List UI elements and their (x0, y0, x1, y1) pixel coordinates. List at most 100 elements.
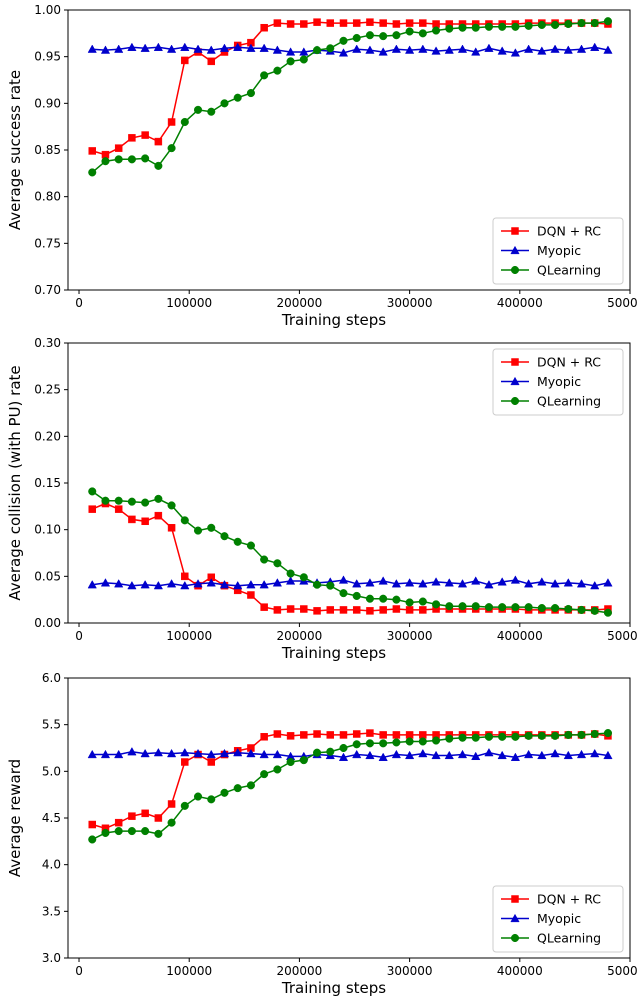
data-point (432, 26, 441, 35)
data-point (180, 801, 189, 810)
data-point (154, 494, 163, 503)
data-point (114, 818, 123, 827)
data-point (444, 578, 454, 587)
y-tick-label: 5.5 (42, 718, 61, 732)
data-point (484, 747, 494, 757)
y-tick-label: 4.0 (42, 858, 61, 872)
data-point (484, 22, 493, 31)
data-point (563, 750, 573, 760)
data-point (444, 750, 454, 760)
data-point (365, 578, 375, 587)
data-point (392, 595, 401, 604)
y-axis-label: Average collision (with PU) rate (6, 365, 24, 600)
data-point (167, 118, 176, 126)
data-point (339, 743, 348, 753)
series-line (92, 750, 609, 759)
data-point (101, 157, 110, 166)
data-point (405, 27, 414, 36)
x-tick-label: 300000 (387, 296, 433, 310)
data-point (576, 44, 587, 53)
data-point (379, 594, 388, 603)
data-point (366, 18, 374, 26)
data-point (339, 36, 348, 45)
data-point (365, 31, 374, 40)
data-point (140, 580, 150, 589)
data-point (246, 748, 256, 758)
series-line (91, 502, 609, 612)
data-point (378, 47, 388, 56)
legend-entry: Myopic (501, 374, 581, 389)
data-point (100, 749, 111, 759)
data-point (246, 89, 255, 98)
data-point (272, 45, 282, 54)
data-point (300, 731, 308, 739)
data-point (379, 731, 387, 739)
data-point (167, 501, 176, 510)
series-qlearning (88, 487, 613, 617)
data-point (141, 154, 150, 163)
data-point (352, 591, 361, 600)
data-point (564, 604, 573, 614)
legend-label: QLearning (537, 931, 601, 946)
data-point (511, 603, 520, 612)
data-point (379, 606, 387, 614)
data-point (207, 795, 216, 804)
data-point (352, 730, 361, 738)
data-point (338, 752, 349, 761)
data-point (233, 784, 242, 793)
chart-panel-2: 0 100000 200000 300000 400000 500000 0.00 0.05 0… (6, 336, 638, 662)
data-point (418, 748, 428, 758)
data-point (445, 24, 454, 33)
data-point (233, 747, 243, 757)
series-line (91, 490, 609, 614)
x-tick-label: 0 (75, 296, 83, 310)
data-point (419, 731, 427, 739)
series-line (91, 732, 609, 841)
data-point (180, 42, 190, 51)
data-point (603, 17, 613, 26)
data-point (141, 827, 150, 836)
data-point (286, 569, 295, 578)
legend-label: DQN + RC (537, 892, 601, 907)
legend-swatch-marker (511, 358, 519, 366)
data-point (457, 579, 468, 588)
data-point (127, 42, 137, 51)
data-point (300, 20, 308, 28)
data-point (391, 749, 402, 759)
data-point (577, 605, 586, 614)
data-point (484, 580, 494, 589)
data-point (326, 731, 335, 739)
data-point (498, 22, 507, 31)
data-point (233, 42, 243, 51)
data-point (114, 505, 123, 513)
data-point (405, 606, 414, 614)
data-point (299, 55, 308, 64)
series-myopic (87, 42, 613, 57)
data-point (603, 750, 613, 760)
data-point (312, 46, 322, 55)
data-point (352, 44, 362, 53)
data-point (338, 48, 349, 57)
data-point (590, 748, 600, 758)
chart-panel-1: 0 100000 200000 300000 400000 500000 0.70 0.75 0… (6, 3, 638, 329)
data-point (418, 597, 427, 606)
data-point (537, 604, 546, 613)
data-point (563, 45, 573, 54)
x-axis-label: Training steps (281, 644, 386, 662)
data-point (247, 591, 255, 599)
y-tick-label: 0.95 (34, 50, 61, 64)
data-point (299, 756, 308, 765)
data-point (114, 44, 124, 53)
data-point (339, 19, 348, 27)
data-point (379, 32, 388, 41)
data-point (391, 44, 402, 53)
data-point (365, 750, 375, 760)
data-point (352, 19, 361, 27)
data-point (285, 47, 296, 56)
y-tick-label: 4.5 (42, 811, 61, 825)
data-point (193, 579, 203, 588)
data-point (432, 600, 441, 609)
data-point (392, 738, 401, 747)
data-point (219, 43, 230, 52)
